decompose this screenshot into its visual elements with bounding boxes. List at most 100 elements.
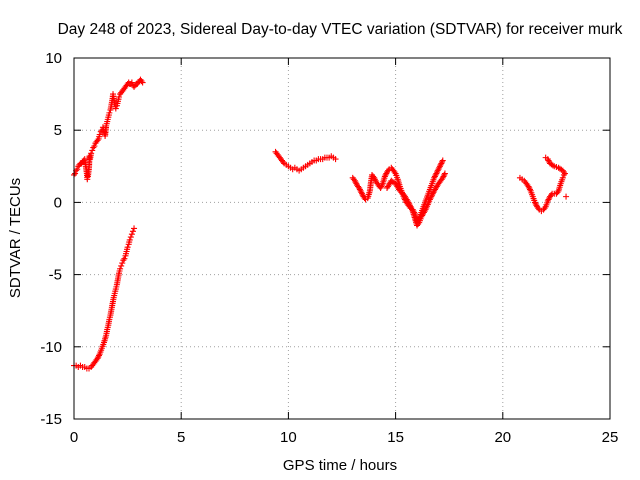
data-point bbox=[554, 189, 561, 196]
x-axis-label: GPS time / hours bbox=[283, 457, 397, 474]
data-point bbox=[117, 265, 124, 272]
data-point bbox=[379, 182, 386, 189]
data-point bbox=[408, 205, 415, 212]
data-point bbox=[120, 257, 127, 264]
y-tick-label: 10 bbox=[45, 50, 62, 67]
data-point bbox=[371, 176, 378, 183]
data-point bbox=[437, 161, 444, 168]
data-point bbox=[563, 193, 570, 200]
data-point bbox=[138, 78, 145, 85]
data-point bbox=[559, 174, 566, 181]
data-point bbox=[96, 131, 103, 138]
data-point bbox=[406, 202, 413, 209]
data-point bbox=[84, 176, 91, 183]
data-point bbox=[131, 225, 138, 232]
data-point bbox=[106, 109, 113, 116]
data-point bbox=[91, 143, 98, 150]
data-point bbox=[429, 190, 436, 197]
data-point bbox=[332, 156, 339, 163]
data-point bbox=[531, 199, 538, 206]
x-tick-label: 25 bbox=[602, 429, 619, 446]
y-axis-label: SDTVAR / TECUs bbox=[7, 178, 24, 298]
data-point bbox=[406, 200, 413, 207]
data-point bbox=[441, 171, 448, 178]
data-point bbox=[124, 244, 131, 251]
x-tick-label: 10 bbox=[280, 429, 297, 446]
data-point bbox=[548, 192, 555, 199]
data-point bbox=[90, 144, 97, 151]
y-tick-label: -5 bbox=[49, 267, 62, 284]
data-point bbox=[129, 228, 136, 235]
data-point bbox=[541, 205, 548, 212]
data-point bbox=[359, 190, 366, 197]
y-tick-label: 5 bbox=[54, 122, 62, 139]
data-point bbox=[280, 158, 287, 165]
data-point bbox=[433, 170, 440, 177]
data-point bbox=[121, 255, 128, 262]
data-point bbox=[426, 196, 433, 203]
x-tick-label: 5 bbox=[177, 429, 185, 446]
data-point bbox=[356, 186, 363, 193]
data-point bbox=[421, 208, 428, 215]
data-point bbox=[545, 196, 552, 203]
data-point bbox=[409, 206, 416, 213]
data-point bbox=[434, 169, 441, 176]
data-point bbox=[396, 187, 403, 194]
data-point bbox=[525, 183, 532, 190]
data-point bbox=[96, 352, 103, 359]
data-point bbox=[438, 160, 445, 167]
data-points bbox=[71, 76, 570, 372]
data-point bbox=[405, 199, 412, 206]
data-point bbox=[352, 179, 359, 186]
data-point bbox=[546, 158, 553, 165]
data-point bbox=[118, 262, 125, 269]
data-point bbox=[94, 355, 101, 362]
data-point bbox=[544, 197, 551, 204]
data-point bbox=[439, 158, 446, 165]
data-point bbox=[385, 167, 392, 174]
data-point bbox=[436, 164, 443, 171]
data-point bbox=[439, 157, 446, 164]
data-point bbox=[371, 174, 378, 181]
data-point bbox=[434, 167, 441, 174]
data-point bbox=[556, 165, 563, 172]
grid-layer bbox=[74, 58, 610, 419]
data-point bbox=[72, 170, 79, 177]
y-tick-label: -10 bbox=[40, 339, 62, 356]
data-point bbox=[439, 174, 446, 181]
data-point bbox=[112, 105, 119, 112]
data-point bbox=[526, 184, 533, 191]
data-point bbox=[381, 173, 388, 180]
data-point bbox=[126, 236, 133, 243]
x-tick-label: 20 bbox=[494, 429, 511, 446]
data-point bbox=[95, 353, 102, 360]
data-point bbox=[532, 200, 539, 207]
data-point bbox=[128, 79, 135, 86]
x-tick-label: 15 bbox=[387, 429, 404, 446]
data-point bbox=[546, 160, 553, 167]
data-point bbox=[94, 137, 101, 144]
data-point bbox=[89, 147, 96, 154]
data-point bbox=[391, 169, 398, 176]
data-point bbox=[429, 192, 436, 199]
data-point bbox=[535, 205, 542, 212]
data-point bbox=[398, 189, 405, 196]
data-point bbox=[427, 195, 434, 202]
data-point bbox=[545, 157, 552, 164]
data-point bbox=[358, 189, 365, 196]
data-point bbox=[431, 173, 438, 180]
data-point bbox=[128, 231, 135, 238]
data-point bbox=[377, 184, 384, 191]
y-tick-label: -15 bbox=[40, 411, 62, 428]
data-point bbox=[378, 183, 385, 190]
chart-title: Day 248 of 2023, Sidereal Day-to-day VTE… bbox=[58, 21, 623, 38]
data-point bbox=[436, 163, 443, 170]
data-point bbox=[382, 171, 389, 178]
data-point bbox=[431, 174, 438, 181]
data-point bbox=[88, 150, 95, 157]
data-point bbox=[428, 193, 435, 200]
plot-frame bbox=[73, 57, 611, 420]
data-point bbox=[526, 186, 533, 193]
data-point bbox=[542, 154, 549, 161]
